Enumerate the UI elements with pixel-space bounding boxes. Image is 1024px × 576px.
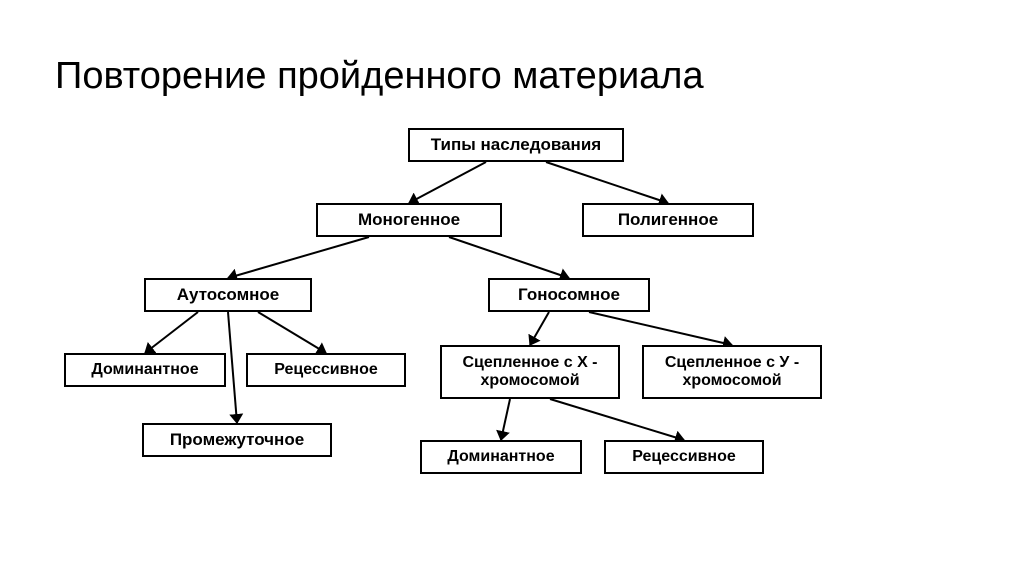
node-mono: Моногенное xyxy=(316,203,502,237)
edge-mono-auto xyxy=(228,237,369,278)
node-rec2: Рецессивное xyxy=(604,440,764,474)
edge-xlinked-rec2 xyxy=(550,399,684,440)
node-rec: Рецессивное xyxy=(246,353,406,387)
node-gono: Гоносомное xyxy=(488,278,650,312)
edge-gono-xlinked xyxy=(530,312,549,345)
slide: Повторение пройденного материала Типы на… xyxy=(0,0,1024,576)
node-root: Типы наследования xyxy=(408,128,624,162)
edge-root-mono xyxy=(409,162,486,203)
edge-auto-dom xyxy=(145,312,198,353)
node-inter: Промежуточное xyxy=(142,423,332,457)
node-dom: Доминантное xyxy=(64,353,226,387)
edge-xlinked-dom2 xyxy=(501,399,510,440)
node-dom2: Доминантное xyxy=(420,440,582,474)
edge-auto-inter xyxy=(228,312,237,423)
node-ylinked: Сцепленное с У - хромосомой xyxy=(642,345,822,399)
node-poly: Полигенное xyxy=(582,203,754,237)
edge-gono-ylinked xyxy=(589,312,732,345)
page-title: Повторение пройденного материала xyxy=(55,55,704,98)
node-auto: Аутосомное xyxy=(144,278,312,312)
edge-mono-gono xyxy=(449,237,569,278)
node-xlinked: Сцепленное с Х - хромосомой xyxy=(440,345,620,399)
edge-auto-rec xyxy=(258,312,326,353)
edge-root-poly xyxy=(546,162,668,203)
